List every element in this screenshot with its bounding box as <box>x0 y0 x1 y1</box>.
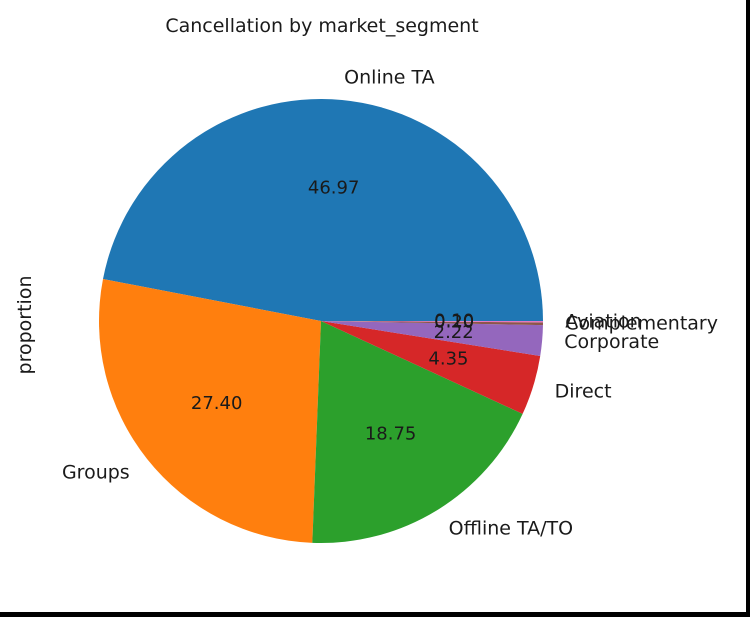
category-label: Complementary <box>565 313 718 335</box>
value-label: 27.40 <box>191 393 243 414</box>
pie-slices <box>99 98 543 543</box>
category-label: Direct <box>555 381 612 403</box>
pie-slice-aviation <box>321 321 543 323</box>
pie-slice-direct <box>321 321 541 414</box>
value-label: 2.22 <box>434 322 474 343</box>
pie-slice-offline-ta-to <box>312 321 523 543</box>
value-label: 46.97 <box>308 177 360 198</box>
category-label: Aviation <box>565 310 641 332</box>
category-label: Offline TA/TO <box>449 518 573 540</box>
y-axis-label: proportion <box>14 276 36 375</box>
chart-title: Cancellation by market_segment <box>165 15 478 37</box>
value-label: 0.10 <box>434 310 474 331</box>
pie-slice-complementary <box>321 321 543 326</box>
category-label: Corporate <box>564 331 659 353</box>
category-label: Online TA <box>344 66 434 88</box>
value-label: 4.35 <box>428 349 468 370</box>
value-label: 0.20 <box>434 312 474 333</box>
pie-slice-corporate <box>321 321 543 357</box>
pie-slice-groups <box>99 279 321 543</box>
pie-slice-online-ta <box>102 98 543 321</box>
value-label: 18.75 <box>365 424 417 445</box>
category-label: Groups <box>62 461 130 483</box>
pie-labels: Online TA 46.97 Groups 27.40 Offline TA/TO 18… <box>62 66 718 539</box>
